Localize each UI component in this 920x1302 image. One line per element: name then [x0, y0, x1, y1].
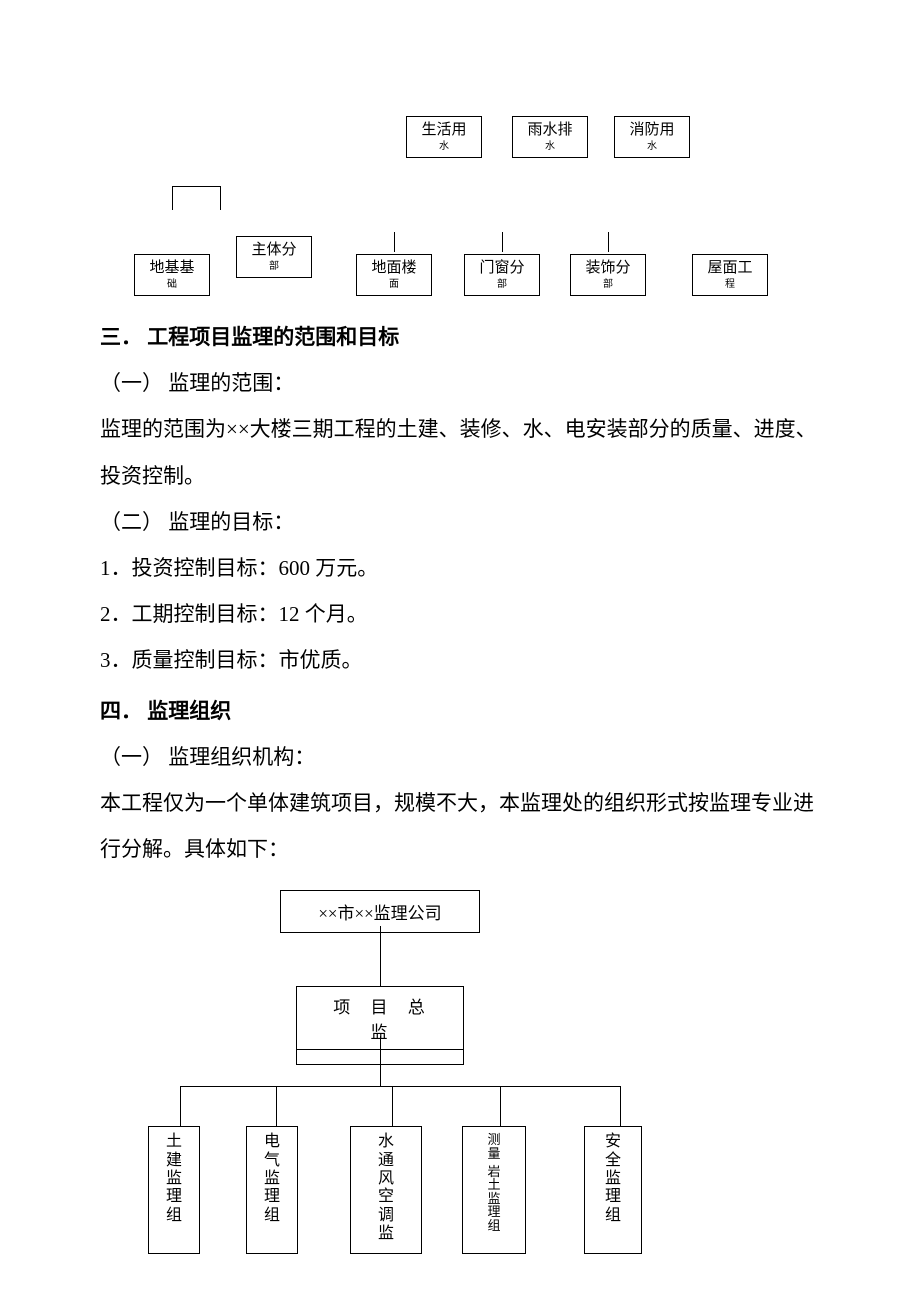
org-company-label: ××市××监理公司 [318, 904, 441, 923]
box-foundation: 地基基 础 [134, 254, 210, 296]
document-body: 三． 工程项目监理的范围和目标 （一） 监理的范围： 监理的范围为××大楼三期工… [0, 314, 920, 872]
connector [620, 1086, 621, 1126]
box-label: 消防用 [629, 122, 674, 138]
top-diagram: 生活用 水 雨水排 水 消防用 水 主体分 部 地基基 础 地面楼 面 门窗分 … [0, 0, 920, 210]
connector [502, 232, 503, 252]
org-leaf-hvac: 水通风空调监 [350, 1126, 422, 1254]
box-life-water: 生活用 水 [406, 116, 482, 158]
connector [220, 186, 221, 210]
section-3-2-title: （二） 监理的目标： [100, 499, 820, 545]
box-fire-water: 消防用 水 [614, 116, 690, 158]
connector [180, 1086, 181, 1126]
box-label: 地面楼 [371, 260, 416, 276]
box-sub: 部 [465, 279, 539, 291]
org-leaf-safety: 安全监理组 [584, 1126, 642, 1254]
connector [380, 1036, 381, 1086]
box-label: 生活用 [421, 122, 466, 138]
box-label: 门窗分 [479, 260, 524, 276]
box-label: 屋面工 [707, 260, 752, 276]
connector [394, 232, 395, 252]
org-leaf-electrical: 电气监理组 [246, 1126, 298, 1254]
box-sub: 水 [513, 141, 587, 153]
org-leaf-civil: 土建监理组 [148, 1126, 200, 1254]
org-leaf-survey: 测量 岩土监理组 [462, 1126, 526, 1254]
box-sub: 部 [571, 279, 645, 291]
box-sub: 面 [357, 279, 431, 291]
connector [172, 186, 220, 187]
box-doors-windows: 门窗分 部 [464, 254, 540, 296]
connector [172, 186, 173, 210]
box-rain-drain: 雨水排 水 [512, 116, 588, 158]
section-3-1-title: （一） 监理的范围： [100, 360, 820, 406]
section-4-1-body: 本工程仅为一个单体建筑项目，规模不大，本监理处的组织形式按监理专业进行分解。具体… [100, 780, 820, 872]
section-3-item-2: 2．工期控制目标：12 个月。 [100, 591, 820, 637]
box-decoration: 装饰分 部 [570, 254, 646, 296]
section-3-item-3: 3．质量控制目标：市优质。 [100, 637, 820, 683]
connector [392, 1086, 393, 1126]
box-sub: 程 [693, 279, 767, 291]
connector [608, 232, 609, 252]
org-chart: ××市××监理公司 项 目 总 监 土建监理组 电气监理组 水通风空调监 测量 … [0, 872, 920, 1292]
box-main-part: 主体分 部 [236, 236, 312, 278]
box-label: 地基基 [149, 260, 194, 276]
box-sub: 础 [135, 279, 209, 291]
connector [500, 1086, 501, 1126]
box-label: 雨水排 [527, 122, 572, 138]
connector [276, 1086, 277, 1126]
box-floor: 地面楼 面 [356, 254, 432, 296]
section-4-1-title: （一） 监理组织机构： [100, 734, 820, 780]
box-sub: 水 [615, 141, 689, 153]
box-roof: 屋面工 程 [692, 254, 768, 296]
section-3-1-body: 监理的范围为××大楼三期工程的土建、装修、水、电安装部分的质量、进度、投资控制。 [100, 406, 820, 498]
section-3-heading: 三． 工程项目监理的范围和目标 [100, 314, 820, 360]
connector [380, 926, 381, 986]
box-sub: 水 [407, 141, 481, 153]
box-label: 装饰分 [585, 260, 630, 276]
box-label: 主体分 [251, 242, 296, 258]
connector [180, 1086, 620, 1087]
section-3-item-1: 1．投资控制目标：600 万元。 [100, 545, 820, 591]
section-4-heading: 四． 监理组织 [100, 688, 820, 734]
box-sub: 部 [237, 261, 311, 273]
